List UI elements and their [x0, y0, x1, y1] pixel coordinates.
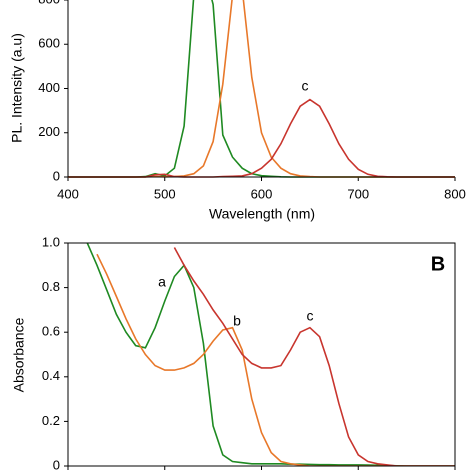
- series-label: c: [307, 308, 314, 324]
- y-tick-label: 0.8: [42, 279, 60, 294]
- x-axis-label: Wavelength (nm): [209, 206, 315, 222]
- annotation: c: [302, 78, 309, 94]
- series-line: [173, 247, 455, 466]
- series-line: [86, 243, 455, 466]
- series-line: [68, 0, 455, 178]
- y-tick-label: 1.0: [42, 234, 60, 249]
- series-line: [96, 253, 455, 466]
- x-tick-label: 700: [347, 186, 369, 201]
- y-tick-label: 400: [38, 80, 60, 95]
- plot-area: [86, 243, 455, 466]
- y-tick-label: 0: [53, 168, 60, 183]
- y-tick-label: 0.2: [42, 413, 60, 428]
- x-tick-label: 800: [444, 186, 466, 201]
- y-tick-label: 0: [53, 457, 60, 472]
- series-label: a: [158, 274, 166, 290]
- panel-label: B: [431, 253, 445, 275]
- y-tick-label: 0.4: [42, 368, 60, 383]
- y-tick-label: 800: [38, 0, 60, 6]
- series-line: [68, 0, 455, 178]
- plot-frame: [67, 242, 456, 467]
- series-label: b: [233, 313, 241, 329]
- y-axis-label: Absorbance: [11, 317, 27, 392]
- plot-area: [68, 0, 455, 178]
- series-line: [68, 98, 455, 178]
- x-tick-label: 600: [251, 186, 273, 201]
- y-tick-label: 600: [38, 36, 60, 51]
- y-tick-label: 0.6: [42, 324, 60, 339]
- x-tick-label: 500: [154, 186, 176, 201]
- y-axis-label: PL. Intensity (a.u): [9, 33, 25, 143]
- x-tick-label: 400: [57, 186, 79, 201]
- y-tick-label: 200: [38, 124, 60, 139]
